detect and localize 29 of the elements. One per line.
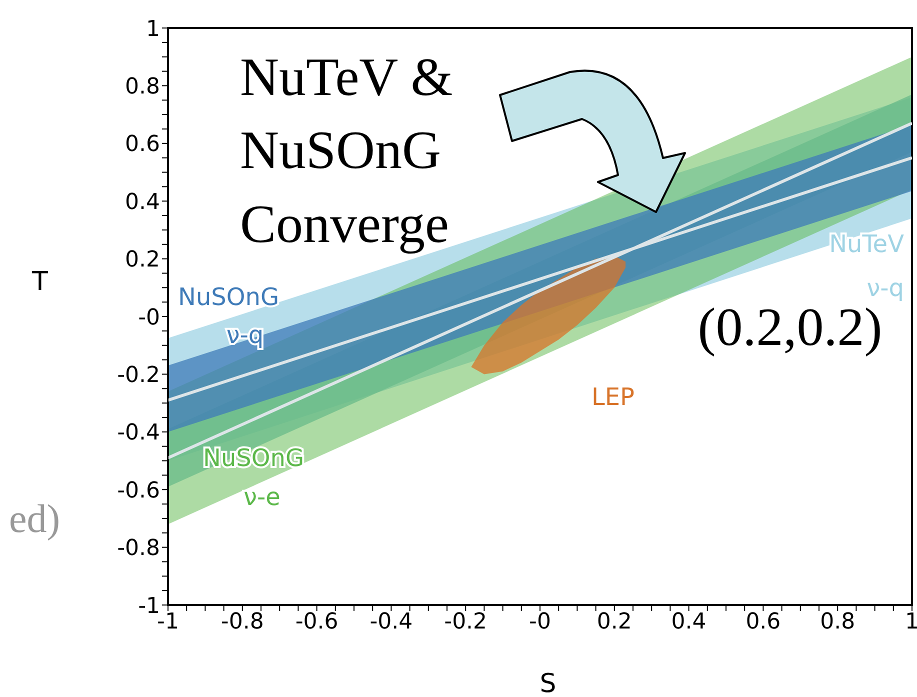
x-tick-label: -0.8 (220, 610, 264, 635)
x-tick-label: -0.2 (444, 610, 488, 635)
y-tick-label: 0.6 (125, 132, 160, 158)
y-tick-label: -0 (138, 305, 160, 330)
y-tick-label: 0.4 (125, 190, 160, 215)
y-tick-label: -0.8 (117, 536, 160, 562)
x-tick-label: -0 (529, 610, 551, 635)
y-tick-label: -0.2 (117, 363, 160, 388)
x-tick-label: -0.4 (370, 610, 413, 635)
y-tick-label: -1 (138, 594, 160, 619)
y-tick-label: -0.4 (117, 420, 160, 446)
legend-label: NuSOnG ν-e (203, 444, 304, 511)
x-tick-label: -0.6 (295, 610, 338, 635)
x-tick-label: 0.2 (596, 610, 632, 635)
legend-label: LEP (591, 383, 635, 411)
y-tick-label: 0.2 (125, 248, 160, 273)
y-axis-title: T (31, 267, 48, 297)
x-tick-label: -1 (157, 610, 179, 635)
legend-label: NuSOnG ν-q (178, 283, 280, 349)
annotation: NuTeV & NuSOnG Converge (240, 47, 453, 254)
x-tick-label: 0.8 (820, 610, 856, 635)
x-tick-label: 0.4 (671, 610, 706, 635)
text: ed) (9, 496, 60, 541)
x-tick-label: 1 (905, 610, 917, 635)
x-axis-title: S (540, 669, 556, 697)
y-tick-label: -0.6 (117, 478, 160, 504)
x-tick-label: 0.6 (746, 610, 781, 635)
y-tick-label: 0.8 (125, 74, 160, 100)
y-tick-label: 1 (146, 16, 160, 42)
